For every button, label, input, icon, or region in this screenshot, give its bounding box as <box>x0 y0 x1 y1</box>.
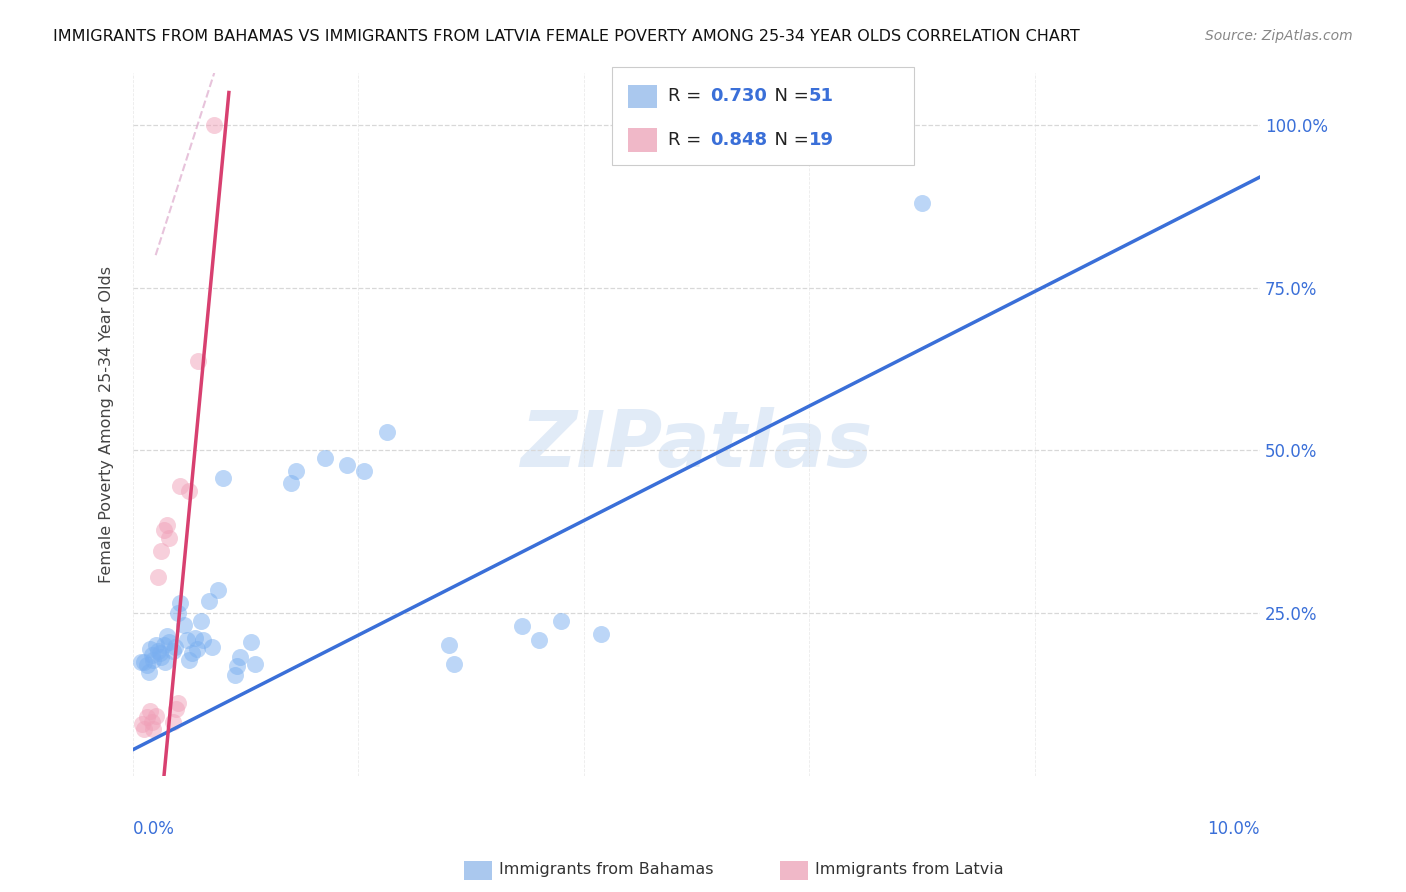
Point <box>201 640 224 654</box>
Text: ZIPatlas: ZIPatlas <box>520 408 873 483</box>
Point <box>163 640 186 654</box>
Point <box>314 451 336 466</box>
Point <box>146 643 169 657</box>
Point <box>202 118 225 132</box>
Point <box>187 353 209 368</box>
Point <box>353 464 375 478</box>
Point <box>225 659 247 673</box>
Point <box>139 704 162 718</box>
Point <box>157 635 180 649</box>
Point <box>145 708 167 723</box>
Text: IMMIGRANTS FROM BAHAMAS VS IMMIGRANTS FROM LATVIA FEMALE POVERTY AMONG 25-34 YEA: IMMIGRANTS FROM BAHAMAS VS IMMIGRANTS FR… <box>53 29 1080 44</box>
Text: 19: 19 <box>808 131 834 149</box>
Point <box>167 696 190 710</box>
Point <box>240 635 263 649</box>
Point <box>190 614 212 628</box>
Point <box>142 653 165 667</box>
Point <box>437 639 460 653</box>
Point <box>285 464 308 478</box>
Point <box>184 631 207 645</box>
Point <box>167 606 190 620</box>
Point <box>229 650 252 665</box>
Point <box>860 118 883 132</box>
Point <box>336 458 359 472</box>
Text: Source: ZipAtlas.com: Source: ZipAtlas.com <box>1205 29 1353 43</box>
Point <box>142 722 165 736</box>
Point <box>212 470 235 484</box>
Point <box>157 531 180 545</box>
Text: 10.0%: 10.0% <box>1208 820 1260 838</box>
Text: R =: R = <box>668 87 707 105</box>
Point <box>375 425 398 439</box>
Point <box>243 657 266 671</box>
Point <box>150 650 173 665</box>
Point <box>146 570 169 584</box>
Point <box>169 596 191 610</box>
Point <box>207 583 229 598</box>
Point <box>186 641 208 656</box>
Point <box>180 646 202 660</box>
Text: 0.0%: 0.0% <box>134 820 174 838</box>
Text: Immigrants from Bahamas: Immigrants from Bahamas <box>499 863 714 877</box>
Point <box>443 657 465 671</box>
Point <box>280 475 302 490</box>
Point <box>138 665 160 679</box>
Point <box>131 716 153 731</box>
Point <box>135 658 157 673</box>
Text: 51: 51 <box>808 87 834 105</box>
Text: 0.848: 0.848 <box>710 131 768 149</box>
Text: R =: R = <box>668 131 707 149</box>
Point <box>149 646 172 660</box>
Point <box>550 614 572 628</box>
Point <box>224 667 246 681</box>
Text: 0.730: 0.730 <box>710 87 766 105</box>
Point <box>152 523 174 537</box>
Point <box>173 617 195 632</box>
Point <box>162 643 184 657</box>
Point <box>141 648 163 663</box>
Point <box>911 196 934 211</box>
Point <box>141 715 163 730</box>
Point <box>179 483 201 498</box>
Point <box>176 633 198 648</box>
Point <box>134 722 156 736</box>
Point <box>690 118 713 132</box>
Text: N =: N = <box>763 87 815 105</box>
Point <box>135 710 157 724</box>
Point <box>197 594 219 608</box>
Y-axis label: Female Poverty Among 25-34 Year Olds: Female Poverty Among 25-34 Year Olds <box>100 266 114 582</box>
Point <box>165 702 187 716</box>
Point <box>527 633 550 648</box>
Point <box>134 655 156 669</box>
Point <box>153 655 176 669</box>
Point <box>179 653 201 667</box>
Point <box>169 479 191 493</box>
Point <box>191 633 214 648</box>
Point <box>162 715 184 730</box>
Point <box>156 518 179 533</box>
Point <box>145 639 167 653</box>
Text: Immigrants from Latvia: Immigrants from Latvia <box>815 863 1004 877</box>
Point <box>510 619 533 633</box>
Point <box>150 544 173 558</box>
Point <box>129 655 152 669</box>
Point <box>152 639 174 653</box>
Text: N =: N = <box>763 131 815 149</box>
Point <box>156 629 179 643</box>
Point <box>589 627 612 641</box>
Point <box>139 641 162 656</box>
